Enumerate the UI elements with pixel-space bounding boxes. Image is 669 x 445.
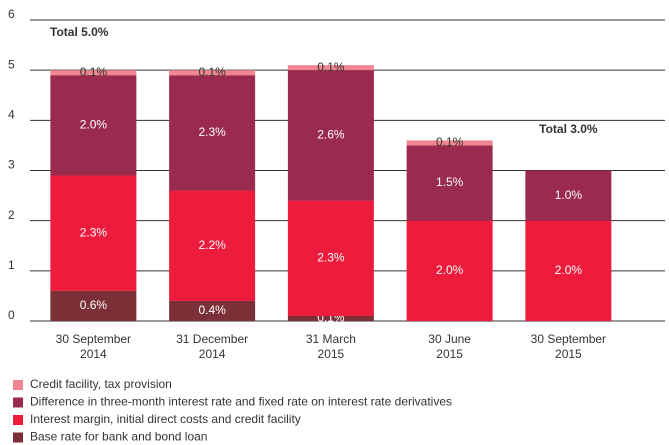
bar-segment [50,290,137,321]
data-label: 0.6% [80,298,108,312]
data-label: 0.1% [317,60,345,74]
x-tick-label: 31 March [306,332,356,346]
data-label: 0.1% [436,135,464,149]
bar-segment [287,70,374,201]
bar-segment [406,140,493,146]
x-tick-label: 2015 [318,347,345,361]
bar-segment [50,70,137,76]
data-label: 2.0% [555,263,583,277]
bar-segment [169,75,256,191]
data-label: 2.3% [317,250,345,264]
y-tick-label: 3 [8,158,15,172]
data-label: 1.5% [436,175,464,189]
bar-segment [525,220,612,321]
x-tick-label: 31 December [176,332,248,346]
data-label: 0.1% [198,65,226,79]
data-label: 2.0% [80,118,108,132]
y-tick-label: 0 [8,308,15,322]
bar-segment [169,300,256,321]
x-tick-label: 2014 [199,347,226,361]
bar-segment [406,220,493,321]
bar-segment [169,190,256,301]
x-tick-label: 2015 [436,347,463,361]
data-label: 1.0% [555,188,583,202]
data-label: 2.0% [436,263,464,277]
bar-segment [406,145,493,221]
annotation: Total 3.0% [539,122,598,136]
x-tick-label: 30 September [531,332,606,346]
annotation: Total 5.0% [50,25,109,39]
x-tick-label: 30 September [56,332,131,346]
bar-segment [287,200,374,316]
y-tick-label: 1 [8,258,15,272]
legend-label: Interest margin, initial direct costs an… [30,412,301,426]
data-label: 2.3% [80,225,108,239]
bar-segment [525,170,612,221]
y-tick-label: 6 [8,7,15,21]
legend-swatch [13,415,23,425]
legend-swatch [13,397,23,408]
data-label: 0.4% [198,303,226,317]
x-tick-label: 2014 [80,347,107,361]
x-tick-label: 30 June [428,332,471,346]
y-tick-label: 5 [8,57,15,71]
bar-segment [169,70,256,76]
data-label: 0.1% [80,65,108,79]
data-label: 2.6% [317,128,345,142]
legend-swatch [13,432,23,443]
legend-swatch [13,380,23,390]
legend-label: Base rate for bank and bond loan [30,430,207,444]
legend-label: Credit facility, tax provision [30,377,172,391]
bar-segment [50,75,137,176]
x-tick-label: 2015 [555,347,582,361]
legend-label: Difference in three-month interest rate … [30,395,452,409]
data-label: 2.3% [198,125,226,139]
y-tick-label: 4 [8,108,15,122]
bar-segment [287,315,374,321]
data-label: 2.2% [198,238,226,252]
y-tick-label: 2 [8,208,15,222]
bar-segment [50,175,137,291]
bar-segment [287,65,374,71]
